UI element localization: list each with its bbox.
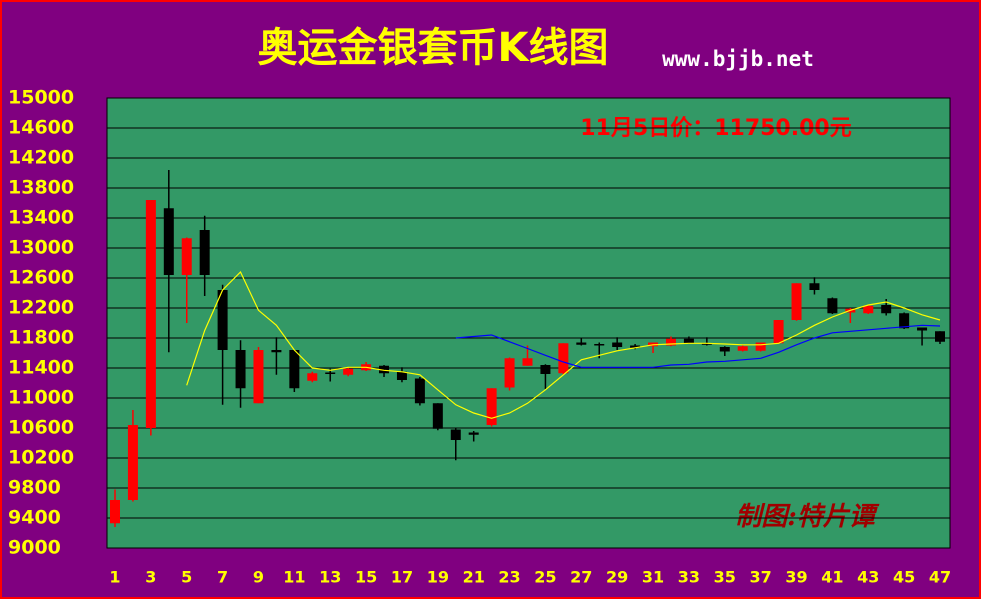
candle-body xyxy=(450,429,461,440)
candle-body xyxy=(630,345,641,348)
y-tick-label: 12600 xyxy=(8,267,74,289)
x-tick-label: 45 xyxy=(893,568,915,587)
candle-body xyxy=(917,327,928,331)
candle-body xyxy=(773,320,784,344)
y-tick-label: 9800 xyxy=(8,477,61,499)
candle-body xyxy=(235,350,246,389)
candle-body xyxy=(181,238,192,275)
x-tick-label: 5 xyxy=(181,568,192,587)
candle-body xyxy=(558,343,569,374)
candle-body xyxy=(253,350,264,404)
y-tick-label: 14200 xyxy=(8,147,74,169)
candle-body xyxy=(827,298,838,314)
y-tick-label: 10600 xyxy=(8,417,74,439)
candle-body xyxy=(396,371,407,380)
candle-body xyxy=(719,347,730,352)
y-tick-label: 10200 xyxy=(8,447,74,469)
candle-body xyxy=(379,365,390,374)
y-tick-label: 14600 xyxy=(8,117,74,139)
candle-body xyxy=(343,368,354,375)
candle-body xyxy=(110,500,120,524)
candle-body xyxy=(899,313,910,329)
x-tick-label: 39 xyxy=(785,568,807,587)
candle-body xyxy=(576,342,587,345)
candle-body xyxy=(791,283,802,320)
x-tick-label: 25 xyxy=(534,568,556,587)
candle-body xyxy=(414,378,425,404)
x-tick-label: 11 xyxy=(283,568,305,587)
candle-body xyxy=(486,388,497,425)
candle-body xyxy=(665,338,676,346)
x-tick-label: 7 xyxy=(217,568,228,587)
candle-body xyxy=(199,230,210,275)
x-tick-label: 15 xyxy=(355,568,377,587)
candle-body xyxy=(612,342,623,347)
candle-body xyxy=(737,346,748,351)
x-tick-label: 27 xyxy=(570,568,592,587)
candle-body xyxy=(504,358,515,388)
candle-body xyxy=(522,358,533,366)
candle-body xyxy=(217,290,228,350)
candle-body xyxy=(325,372,336,374)
x-tick-label: 47 xyxy=(929,568,951,587)
x-tick-label: 9 xyxy=(253,568,264,587)
x-tick-label: 21 xyxy=(463,568,485,587)
chart-title: 奥运金银套币K线图 xyxy=(258,25,609,71)
x-tick-label: 1 xyxy=(109,568,120,587)
moving-average-line xyxy=(186,270,941,419)
y-tick-label: 9000 xyxy=(8,537,61,559)
candle-body xyxy=(701,343,712,345)
candle-body xyxy=(307,373,318,381)
y-tick-label: 9400 xyxy=(8,507,61,529)
x-tick-label: 13 xyxy=(319,568,341,587)
x-tick-label: 43 xyxy=(857,568,879,587)
x-tick-label: 31 xyxy=(642,568,664,587)
candle-body xyxy=(145,200,156,428)
candle-body xyxy=(127,425,138,500)
candle-body xyxy=(540,365,551,374)
candle-body xyxy=(432,403,443,429)
watermark: 制图:特片谭 xyxy=(735,502,880,532)
x-tick-label: 35 xyxy=(714,568,736,587)
subtitle: www.bjjb.net xyxy=(662,47,814,71)
x-tick-label: 3 xyxy=(145,568,156,587)
y-tick-label: 12200 xyxy=(8,297,74,319)
plot-area xyxy=(106,97,951,549)
y-tick-label: 11000 xyxy=(8,387,74,409)
y-tick-label: 13000 xyxy=(8,237,74,259)
x-tick-label: 19 xyxy=(427,568,449,587)
y-tick-label: 15000 xyxy=(8,87,74,109)
candle-body xyxy=(289,350,300,389)
candle-body xyxy=(163,208,174,275)
candle-body xyxy=(594,344,605,346)
candle-body xyxy=(683,338,694,344)
x-tick-label: 33 xyxy=(678,568,700,587)
x-tick-label: 37 xyxy=(750,568,772,587)
y-tick-label: 11400 xyxy=(8,357,74,379)
candle-body xyxy=(881,305,892,314)
candle-body xyxy=(809,283,820,290)
x-tick-label: 17 xyxy=(391,568,413,587)
y-tick-label: 11800 xyxy=(8,327,74,349)
x-tick-label: 29 xyxy=(606,568,628,587)
candle-body xyxy=(468,432,479,435)
candle-body xyxy=(935,331,945,342)
x-tick-label: 41 xyxy=(821,568,843,587)
candle-body xyxy=(755,342,766,351)
y-tick-label: 13400 xyxy=(8,207,74,229)
candle-body xyxy=(863,305,874,314)
moving-average-line xyxy=(455,324,941,368)
x-tick-label: 23 xyxy=(498,568,520,587)
candle-body xyxy=(271,350,282,353)
y-tick-label: 13800 xyxy=(8,177,74,199)
